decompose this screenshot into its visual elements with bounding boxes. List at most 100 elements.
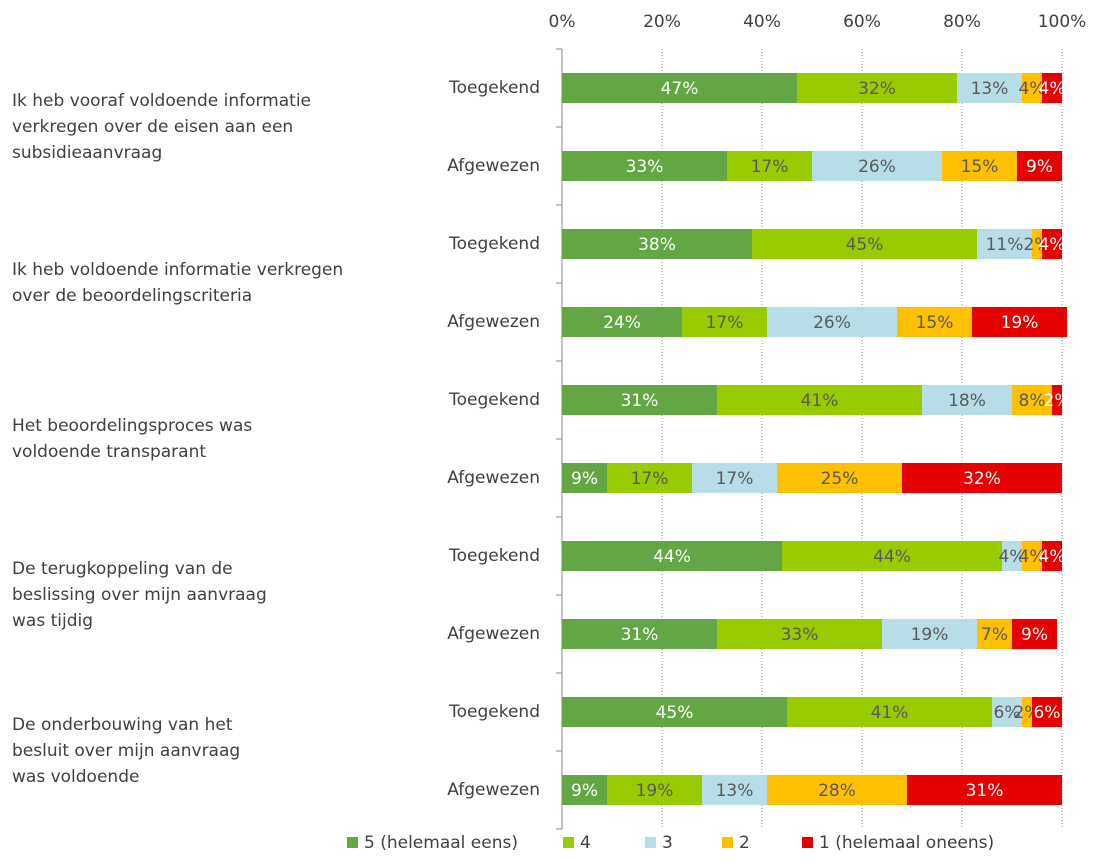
value-label: 17% — [631, 469, 669, 489]
legend-swatch — [645, 837, 656, 848]
x-tick-label: 0% — [549, 12, 576, 32]
category-label: Toegekend — [448, 234, 540, 254]
bar-segment — [1002, 541, 1022, 571]
group-label: besluit over mijn aanvraag — [12, 741, 240, 761]
legend-label: 4 — [580, 833, 591, 853]
value-label: 4% — [1019, 547, 1046, 567]
value-label: 25% — [821, 469, 859, 489]
bar-segment — [897, 307, 972, 337]
group-label: De terugkoppeling van de — [12, 559, 233, 579]
bar-segment — [1052, 385, 1062, 415]
group-label: Ik heb voldoende informatie verkregen — [12, 260, 343, 280]
bar-segment — [1017, 151, 1062, 181]
value-label: 44% — [653, 547, 691, 567]
bar-segment — [702, 775, 767, 805]
bar-segment — [957, 73, 1022, 103]
bar-segment — [992, 697, 1022, 727]
group-label: subsidieaanvraag — [12, 143, 162, 163]
value-label: 47% — [661, 79, 699, 99]
value-label: 13% — [716, 781, 754, 801]
bar-segment — [972, 307, 1067, 337]
bar-segment — [922, 385, 1012, 415]
x-tick-label: 100% — [1038, 12, 1087, 32]
bar-segment — [907, 775, 1062, 805]
value-label: 6% — [1034, 703, 1061, 723]
x-tick-label: 60% — [843, 12, 881, 32]
legend-label: 5 (helemaal eens) — [364, 833, 518, 853]
value-label: 4% — [1039, 547, 1066, 567]
bar-segment — [1022, 541, 1042, 571]
bar-segment — [752, 229, 977, 259]
value-label: 15% — [916, 313, 954, 333]
value-label: 28% — [818, 781, 856, 801]
value-label: 31% — [621, 625, 659, 645]
value-label: 24% — [603, 313, 641, 333]
category-label: Toegekend — [448, 546, 540, 566]
bar-segment — [1022, 697, 1032, 727]
value-label: 32% — [858, 79, 896, 99]
group-label: verkregen over de eisen aan een — [12, 117, 293, 137]
category-label: Afgewezen — [447, 312, 540, 332]
legend-label: 2 — [739, 833, 750, 853]
bar-segment — [1032, 697, 1062, 727]
value-label: 19% — [636, 781, 674, 801]
bar-segment — [1032, 229, 1042, 259]
bar-segment — [767, 307, 897, 337]
bar-segment — [1042, 229, 1062, 259]
value-label: 9% — [1026, 157, 1053, 177]
bar-segment — [782, 541, 1002, 571]
bar-segment — [562, 463, 607, 493]
x-tick-label: 40% — [743, 12, 781, 32]
category-label: Toegekend — [448, 78, 540, 98]
bar-segment — [767, 775, 907, 805]
legend-label: 3 — [662, 833, 673, 853]
value-label: 41% — [801, 391, 839, 411]
x-tick-label: 20% — [643, 12, 681, 32]
value-label: 18% — [948, 391, 986, 411]
value-label: 9% — [1021, 625, 1048, 645]
bar-segment — [562, 775, 607, 805]
value-label: 4% — [1019, 79, 1046, 99]
value-label: 19% — [1001, 313, 1039, 333]
value-label: 32% — [963, 469, 1001, 489]
group-label: over de beoordelingscriteria — [12, 286, 252, 306]
category-label: Toegekend — [448, 390, 540, 410]
bar-segment — [562, 541, 782, 571]
legend-swatch — [563, 837, 574, 848]
value-label: 33% — [626, 157, 664, 177]
bar-segment — [812, 151, 942, 181]
value-label: 45% — [846, 235, 884, 255]
category-label: Toegekend — [448, 702, 540, 722]
value-label: 6% — [994, 703, 1021, 723]
bar-segment — [562, 229, 752, 259]
x-tick-label: 80% — [943, 12, 981, 32]
bar-segment — [1042, 73, 1062, 103]
bar-segment — [562, 73, 797, 103]
value-label: 33% — [781, 625, 819, 645]
bar-segment — [942, 151, 1017, 181]
bar-segment — [1042, 541, 1062, 571]
value-label: 11% — [986, 235, 1024, 255]
value-label: 17% — [716, 469, 754, 489]
bar-segment — [692, 463, 777, 493]
legend-swatch — [802, 837, 813, 848]
bar-segment — [607, 775, 702, 805]
bar-segment — [902, 463, 1062, 493]
value-label: 45% — [656, 703, 694, 723]
bar-segment — [882, 619, 977, 649]
bar-segment — [562, 307, 682, 337]
value-label: 31% — [966, 781, 1004, 801]
category-label: Afgewezen — [447, 156, 540, 176]
bar-segment — [562, 619, 717, 649]
group-label: beslissing over mijn aanvraag — [12, 585, 267, 605]
bar-segment — [562, 151, 727, 181]
value-label: 17% — [751, 157, 789, 177]
bar-segment — [727, 151, 812, 181]
legend-swatch — [347, 837, 358, 848]
bar-segment — [717, 619, 882, 649]
value-label: 9% — [571, 781, 598, 801]
bar-segment — [787, 697, 992, 727]
bar-segment — [1012, 385, 1052, 415]
value-label: 15% — [961, 157, 999, 177]
group-label: voldoende transparant — [12, 442, 206, 462]
